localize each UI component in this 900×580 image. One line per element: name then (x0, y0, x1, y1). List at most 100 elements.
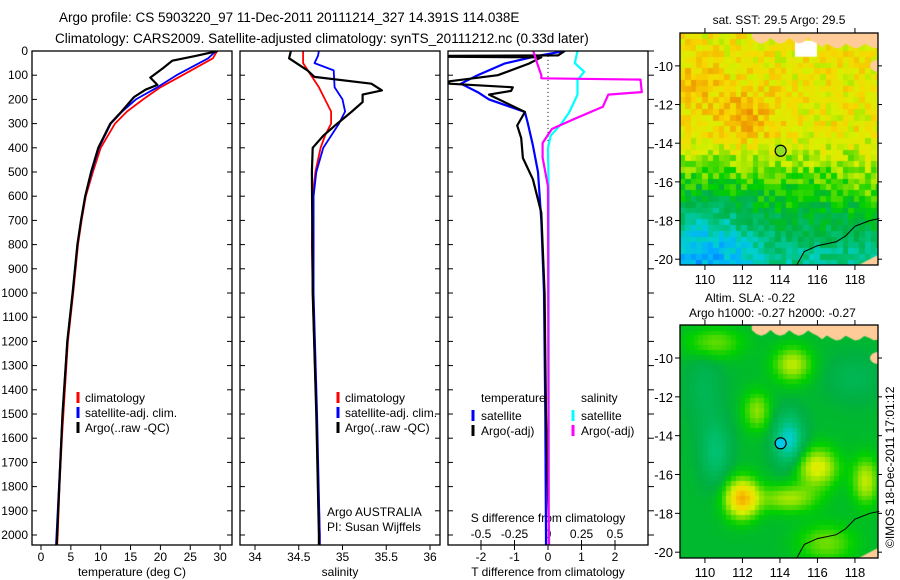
depth-tick-label: 300 (8, 117, 28, 131)
temperature-series-0 (56, 51, 218, 545)
temperature-series-1 (55, 51, 217, 545)
legend-label: satellite (581, 409, 622, 423)
x-tick-label: 35 (336, 550, 350, 564)
x-tick-label: -1 (509, 550, 520, 564)
salinity-lines (288, 51, 383, 545)
s-diff-tick-label: 0.5 (607, 527, 624, 541)
legend-header-salinity: salinity (581, 391, 618, 405)
lat-tick-label: -12 (654, 390, 673, 405)
lat-tick-label: -20 (654, 545, 673, 560)
figure-title-line2: Climatology: CARS2009. Satellite-adjuste… (55, 31, 589, 46)
lon-tick-label: 112 (732, 272, 753, 287)
plot-frame (447, 50, 649, 546)
x-tick-label: 25 (184, 550, 198, 564)
figure-title-line1: Argo profile: CS 5903220_97 11-Dec-2011 … (59, 10, 519, 25)
depth-tick-label: 1800 (1, 480, 28, 494)
depth-tick-label: 900 (8, 262, 28, 276)
salinity-panel: 34 34.5 35 35.5 36 salinity climatologysatelli… (239, 50, 441, 579)
copyright-footer: ©IMOS 18-Dec-2011 17:01:12 (883, 386, 897, 548)
x-tick-label: 34 (248, 550, 262, 564)
depth-tick-label: 500 (8, 165, 28, 179)
depth-tick-label: 1200 (1, 334, 28, 348)
maps: 110 112 114 116 118 -10 -12 -14 -16 -18 -20 sat. SS… (654, 13, 882, 580)
plot-frame (239, 50, 441, 546)
lon-tick-label: 114 (770, 565, 791, 580)
x-tick-label: -2 (476, 550, 487, 564)
difference-series-2 (546, 51, 586, 545)
lat-tick-label: -20 (654, 252, 673, 267)
x-axis-label: temperature (deg C) (78, 565, 186, 579)
difference-series-1 (448, 51, 566, 545)
legend-label: Argo(-adj) (581, 424, 634, 438)
map-frame (679, 324, 879, 559)
difference-panel: -2 -1 0 1 2-0.5 -0.25 0 0.25 0.5T difference fro… (447, 50, 654, 579)
depth-tick-label: 100 (8, 68, 28, 82)
legend-label: satellite-adj. clim. (345, 406, 437, 420)
sla-map-title: Altim. SLA: -0.22 (705, 291, 795, 305)
depth-tick-label: 800 (8, 238, 28, 252)
lat-tick-label: -18 (654, 214, 673, 229)
depth-tick-label: 1000 (1, 286, 28, 300)
depth-tick-label: 1700 (1, 455, 28, 469)
legend-label: climatology (85, 391, 145, 405)
difference-series-3 (532, 51, 643, 545)
depth-tick-label: 1100 (2, 310, 28, 324)
legend-label: satellite (481, 409, 522, 423)
depth-tick-label: 0 (21, 44, 28, 58)
argo-float-marker (774, 437, 787, 450)
x-tick-label: 10 (94, 550, 108, 564)
x-tick-label: 5 (68, 550, 75, 564)
sst-map-title: sat. SST: 29.5 Argo: 29.5 (713, 13, 846, 27)
lon-tick-label: 114 (770, 272, 791, 287)
lat-tick-label: -10 (654, 59, 673, 74)
difference-lines (448, 51, 643, 545)
legend-label: satellite-adj. clim. (85, 406, 177, 420)
sst-map: 110 112 114 116 118 -10 -12 -14 -16 -18 -20 sat. SS… (654, 13, 882, 287)
depth-tick-label: 2000 (1, 528, 28, 542)
lon-tick-label: 118 (845, 272, 866, 287)
x-tick-label: 0 (545, 550, 552, 564)
depth-tick-label: 400 (8, 141, 28, 155)
x-tick-label: 30 (213, 550, 227, 564)
x-tick-label: 34.5 (287, 550, 311, 564)
x-axis-label: salinity (322, 565, 359, 579)
profile-panels: 0100200300400500600700800900100011001200… (1, 44, 654, 579)
lat-tick-label: -16 (654, 175, 673, 190)
x-tick-label: 20 (154, 550, 168, 564)
lon-tick-label: 116 (807, 272, 828, 287)
lat-tick-label: -14 (654, 429, 673, 444)
legend-label: Argo(..raw -QC) (85, 421, 170, 435)
depth-tick-label: 1300 (1, 359, 28, 373)
depth-tick-label: 1500 (1, 407, 28, 421)
lon-tick-label: 116 (807, 565, 828, 580)
sla-map: 110 112 114 116 118 -10 -12 -14 -16 -18 -20 Altim. … (654, 291, 882, 580)
coastline-contour (796, 218, 880, 266)
lon-tick-label: 110 (695, 272, 716, 287)
s-diff-tick-label: 0.25 (570, 527, 594, 541)
temperature-series-2 (55, 51, 218, 545)
lat-tick-label: -18 (654, 506, 673, 521)
argo-float-marker (774, 144, 787, 157)
temperature-panel: 0100200300400500600700800900100011001200… (1, 44, 233, 579)
x-axis-label: T difference from climatology (471, 565, 625, 579)
legend-label: Argo(-adj) (481, 424, 534, 438)
salinity-series-2 (288, 51, 383, 545)
coastline-contour (796, 510, 880, 559)
pi-label: PI: Susan Wijffels (327, 520, 421, 534)
x-tick-label: 0 (38, 550, 45, 564)
depth-tick-label: 700 (8, 213, 28, 227)
plot-frame (31, 50, 233, 546)
x-tick-label: 1 (578, 550, 585, 564)
s-diff-tick-label: -0.25 (501, 527, 529, 541)
x-tick-label: 2 (612, 550, 619, 564)
x-tick-label: 15 (124, 550, 138, 564)
x-tick-label: 36 (423, 550, 437, 564)
depth-tick-label: 1400 (1, 383, 28, 397)
lat-tick-label: -16 (654, 468, 673, 483)
map-frame (679, 32, 879, 266)
depth-tick-label: 200 (8, 92, 28, 106)
legend-label: Argo(..raw -QC) (345, 421, 430, 435)
x-tick-label: 35.5 (375, 550, 399, 564)
temperature-lines (55, 51, 218, 545)
